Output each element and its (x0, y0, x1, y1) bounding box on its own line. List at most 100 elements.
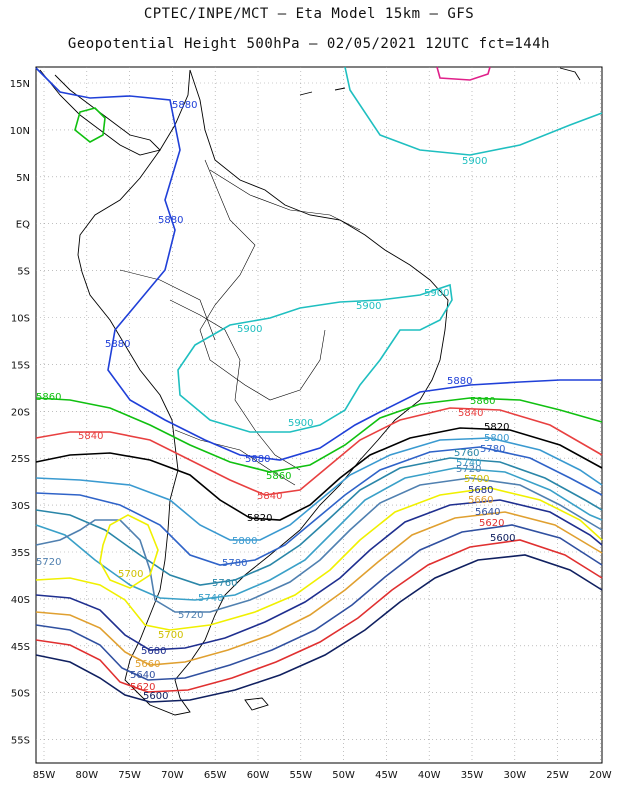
contour-5640 (35, 524, 603, 681)
contour-5860-panama (74, 107, 106, 143)
falklands (244, 697, 269, 711)
label-5860-west: 5860 (36, 392, 61, 403)
label-5760-mid: 5760 (212, 578, 237, 589)
label-5820-east: 5820 (484, 422, 509, 433)
label-5900-atl: 5900 (462, 156, 487, 167)
latitude-label: EQ (16, 220, 30, 231)
latitude-label: 10N (10, 126, 30, 137)
border-peru-bolivia (119, 269, 216, 341)
label-5640-south: 5640 (130, 670, 155, 681)
label-5600-south: 5600 (143, 691, 168, 702)
label-5760-east: 5760 (454, 448, 479, 459)
contour-5860 (35, 397, 603, 473)
latitude-label: 5S (17, 267, 30, 278)
label-5640-east: 5640 (475, 507, 500, 518)
label-5900-ne2: 5900 (424, 288, 449, 299)
label-5660-east: 5660 (468, 495, 493, 506)
label-5840-west: 5840 (78, 431, 103, 442)
latitude-label: 15S (11, 360, 30, 371)
longitude-label: 35W (461, 770, 484, 781)
longitude-label: 85W (33, 770, 56, 781)
contour-5920 (436, 66, 491, 81)
latitude-label: 10S (11, 314, 30, 325)
contour-5720 (35, 477, 603, 613)
label-5880-south: 5880 (245, 454, 270, 465)
label-5660-south: 5660 (135, 659, 160, 670)
graticule (36, 67, 602, 763)
contour-5620 (35, 539, 603, 693)
label-5900-bolivia: 5900 (237, 324, 262, 335)
label-5820-mid: 5820 (247, 513, 272, 524)
label-5700-east: 5700 (464, 474, 489, 485)
label-5700-low: 5700 (118, 569, 143, 580)
contour-5800 (35, 437, 603, 541)
label-5880-north: 5880 (172, 100, 197, 111)
latitude-label: 20S (11, 407, 30, 418)
longitude-label: 80W (75, 770, 98, 781)
label-5860-mid: 5860 (266, 471, 291, 482)
label-5780-east: 5780 (480, 444, 505, 455)
label-5620-east: 5620 (479, 518, 504, 529)
longitude-label: 60W (247, 770, 270, 781)
latitude-label: 55S (11, 736, 30, 747)
caribbean-islands (299, 67, 581, 96)
latitude-label: 25S (11, 454, 30, 465)
border-argentina (174, 429, 296, 486)
border-andes (169, 299, 301, 471)
latitude-label: 45S (11, 642, 30, 653)
label-5840-mid: 5840 (257, 491, 282, 502)
contour-5700 (35, 487, 603, 631)
label-5700-south: 5700 (158, 630, 183, 641)
chart-title-line-1: CPTEC/INPE/MCT – Eta Model 15km – GFS (143, 6, 475, 22)
longitude-label: 40W (418, 770, 441, 781)
coastline (39, 67, 581, 716)
contour-5660 (35, 511, 603, 666)
contour-5820 (35, 427, 603, 521)
contour-5900-inland (177, 283, 453, 433)
label-5740-mid: 5740 (198, 593, 223, 604)
latitude-label: 50S (11, 689, 30, 700)
label-5740-east: 5740 (456, 458, 481, 469)
contour-labels: 5880 5880 5880 5880 5880 5900 5900 5900 … (36, 100, 515, 702)
latitude-labels: 15N 10N 5N EQ 5S 10S 15S 20S 25S 30S 35S 40S 45S 50S 5… (10, 79, 30, 747)
label-5780-mid: 5780 (222, 558, 247, 569)
label-5900-south: 5900 (288, 418, 313, 429)
label-5800-mid: 5800 (232, 536, 257, 547)
contour-5880 (35, 67, 602, 461)
label-5680-east: 5680 (468, 485, 493, 496)
border-venezuela (209, 169, 361, 231)
label-5720-mid: 5720 (178, 610, 203, 621)
longitude-label: 25W (546, 770, 569, 781)
contour-5700-closed (99, 514, 159, 589)
longitude-labels: 85W 80W 75W 70W 65W 60W 55W 50W 45W 40W 35W 30W 25W 2… (33, 770, 612, 781)
map-frame (35, 66, 603, 764)
south-america-coast (77, 69, 449, 716)
label-5880-east: 5880 (447, 376, 472, 387)
central-america-coast (39, 69, 161, 156)
longitude-label: 65W (204, 770, 227, 781)
label-5680-south: 5680 (141, 646, 166, 657)
contour-5900-north (344, 66, 603, 156)
longitude-label: 70W (161, 770, 184, 781)
latitude-label: 40S (11, 595, 30, 606)
longitude-label: 50W (332, 770, 355, 781)
longitude-label: 45W (375, 770, 398, 781)
label-5840-east: 5840 (458, 408, 483, 419)
contour-5840 (35, 407, 603, 496)
label-5880-pacific: 5880 (105, 339, 130, 350)
label-5900-ne: 5900 (356, 301, 381, 312)
latitude-label: 35S (11, 548, 30, 559)
longitude-label: 75W (118, 770, 141, 781)
country-borders (119, 159, 361, 486)
contour-5680 (35, 499, 603, 651)
contour-lines (35, 66, 603, 703)
label-5720-west: 5720 (36, 557, 61, 568)
contour-5780 (35, 446, 603, 566)
label-5880-west: 5880 (158, 215, 183, 226)
contour-5740 (35, 467, 603, 601)
latitude-label: 15N (10, 79, 30, 90)
label-5620-south: 5620 (130, 682, 155, 693)
label-5600-east: 5600 (490, 533, 515, 544)
label-5800-east: 5800 (484, 433, 509, 444)
